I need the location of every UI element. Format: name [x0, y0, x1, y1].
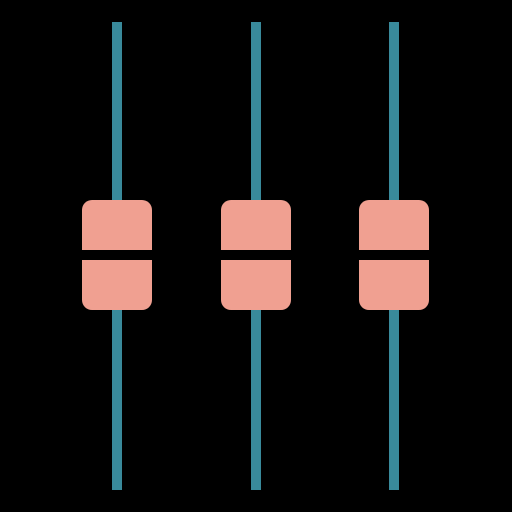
- equalizer-sliders-icon: [0, 0, 512, 512]
- slider-handle-gap: [82, 250, 152, 260]
- slider-handle-gap: [221, 250, 291, 260]
- slider-handle-gap: [359, 250, 429, 260]
- slider-handle[interactable]: [359, 200, 429, 310]
- slider-handle[interactable]: [221, 200, 291, 310]
- slider-handle[interactable]: [82, 200, 152, 310]
